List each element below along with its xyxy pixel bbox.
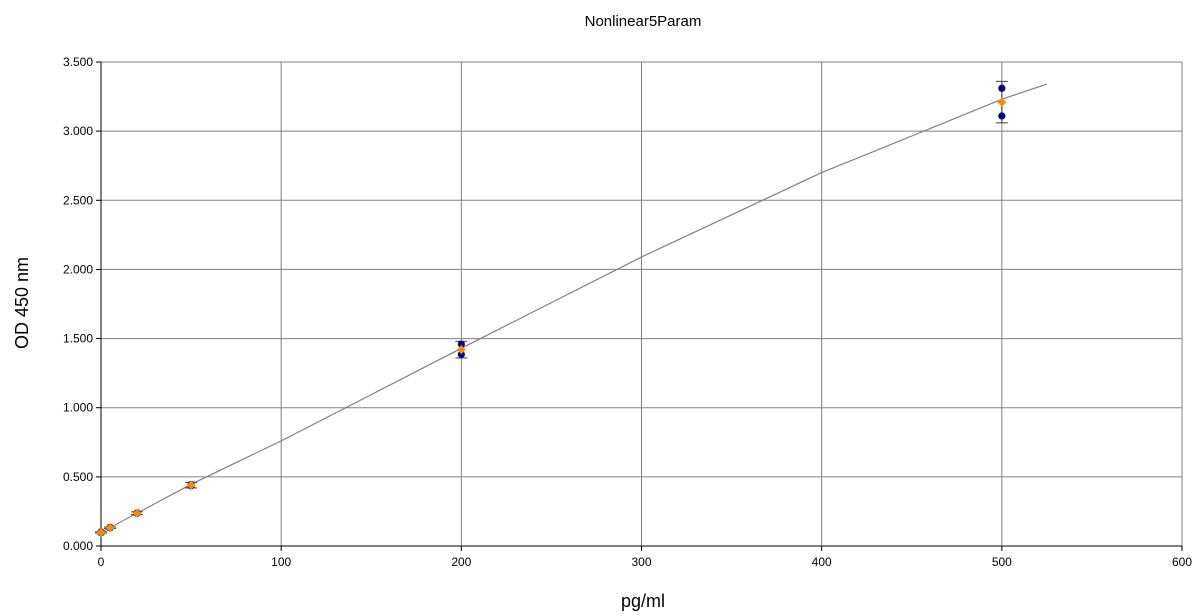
y-tick-label: 2.000 xyxy=(63,262,93,276)
x-tick-label: 500 xyxy=(992,555,1012,569)
replicate-point xyxy=(998,112,1006,120)
y-tick-label: 2.500 xyxy=(63,193,93,207)
replicate-point xyxy=(457,340,465,348)
x-tick-label: 400 xyxy=(812,555,832,569)
replicate-point xyxy=(457,350,465,359)
y-tick-label: 1.000 xyxy=(63,401,93,415)
mean-point xyxy=(132,508,142,518)
mean-point xyxy=(456,345,466,355)
x-tick-label: 100 xyxy=(271,555,291,569)
fit-curve xyxy=(100,83,1048,533)
axes xyxy=(96,61,1183,551)
y-axis-label: OD 450 nm xyxy=(12,257,32,349)
mean-point xyxy=(186,480,196,490)
tick-labels: 0 100 200 300 400 500 600 0.000 0.500 1.000 1.500 2… xyxy=(63,55,1192,569)
data-points xyxy=(96,84,1007,537)
y-tick-label: 3.500 xyxy=(63,55,93,69)
chart-title: Nonlinear5Param xyxy=(585,13,702,30)
y-tick-label: 1.500 xyxy=(63,332,93,346)
replicate-point xyxy=(998,84,1006,92)
mean-point xyxy=(96,527,106,537)
x-tick-label: 300 xyxy=(631,555,651,569)
mean-point xyxy=(105,523,115,533)
x-axis-label: pg/ml xyxy=(621,591,665,611)
error-bars xyxy=(95,80,1008,534)
x-tick-label: 200 xyxy=(451,555,471,569)
grid-lines xyxy=(101,61,1183,546)
x-tick-label: 0 xyxy=(98,555,105,569)
fit-curve-layer xyxy=(100,83,1048,533)
y-tick-label: 0.000 xyxy=(63,539,93,553)
mean-point xyxy=(997,97,1007,107)
y-tick-label: 3.000 xyxy=(63,124,93,138)
y-tick-label: 0.500 xyxy=(63,470,93,484)
x-tick-label: 600 xyxy=(1172,555,1192,569)
